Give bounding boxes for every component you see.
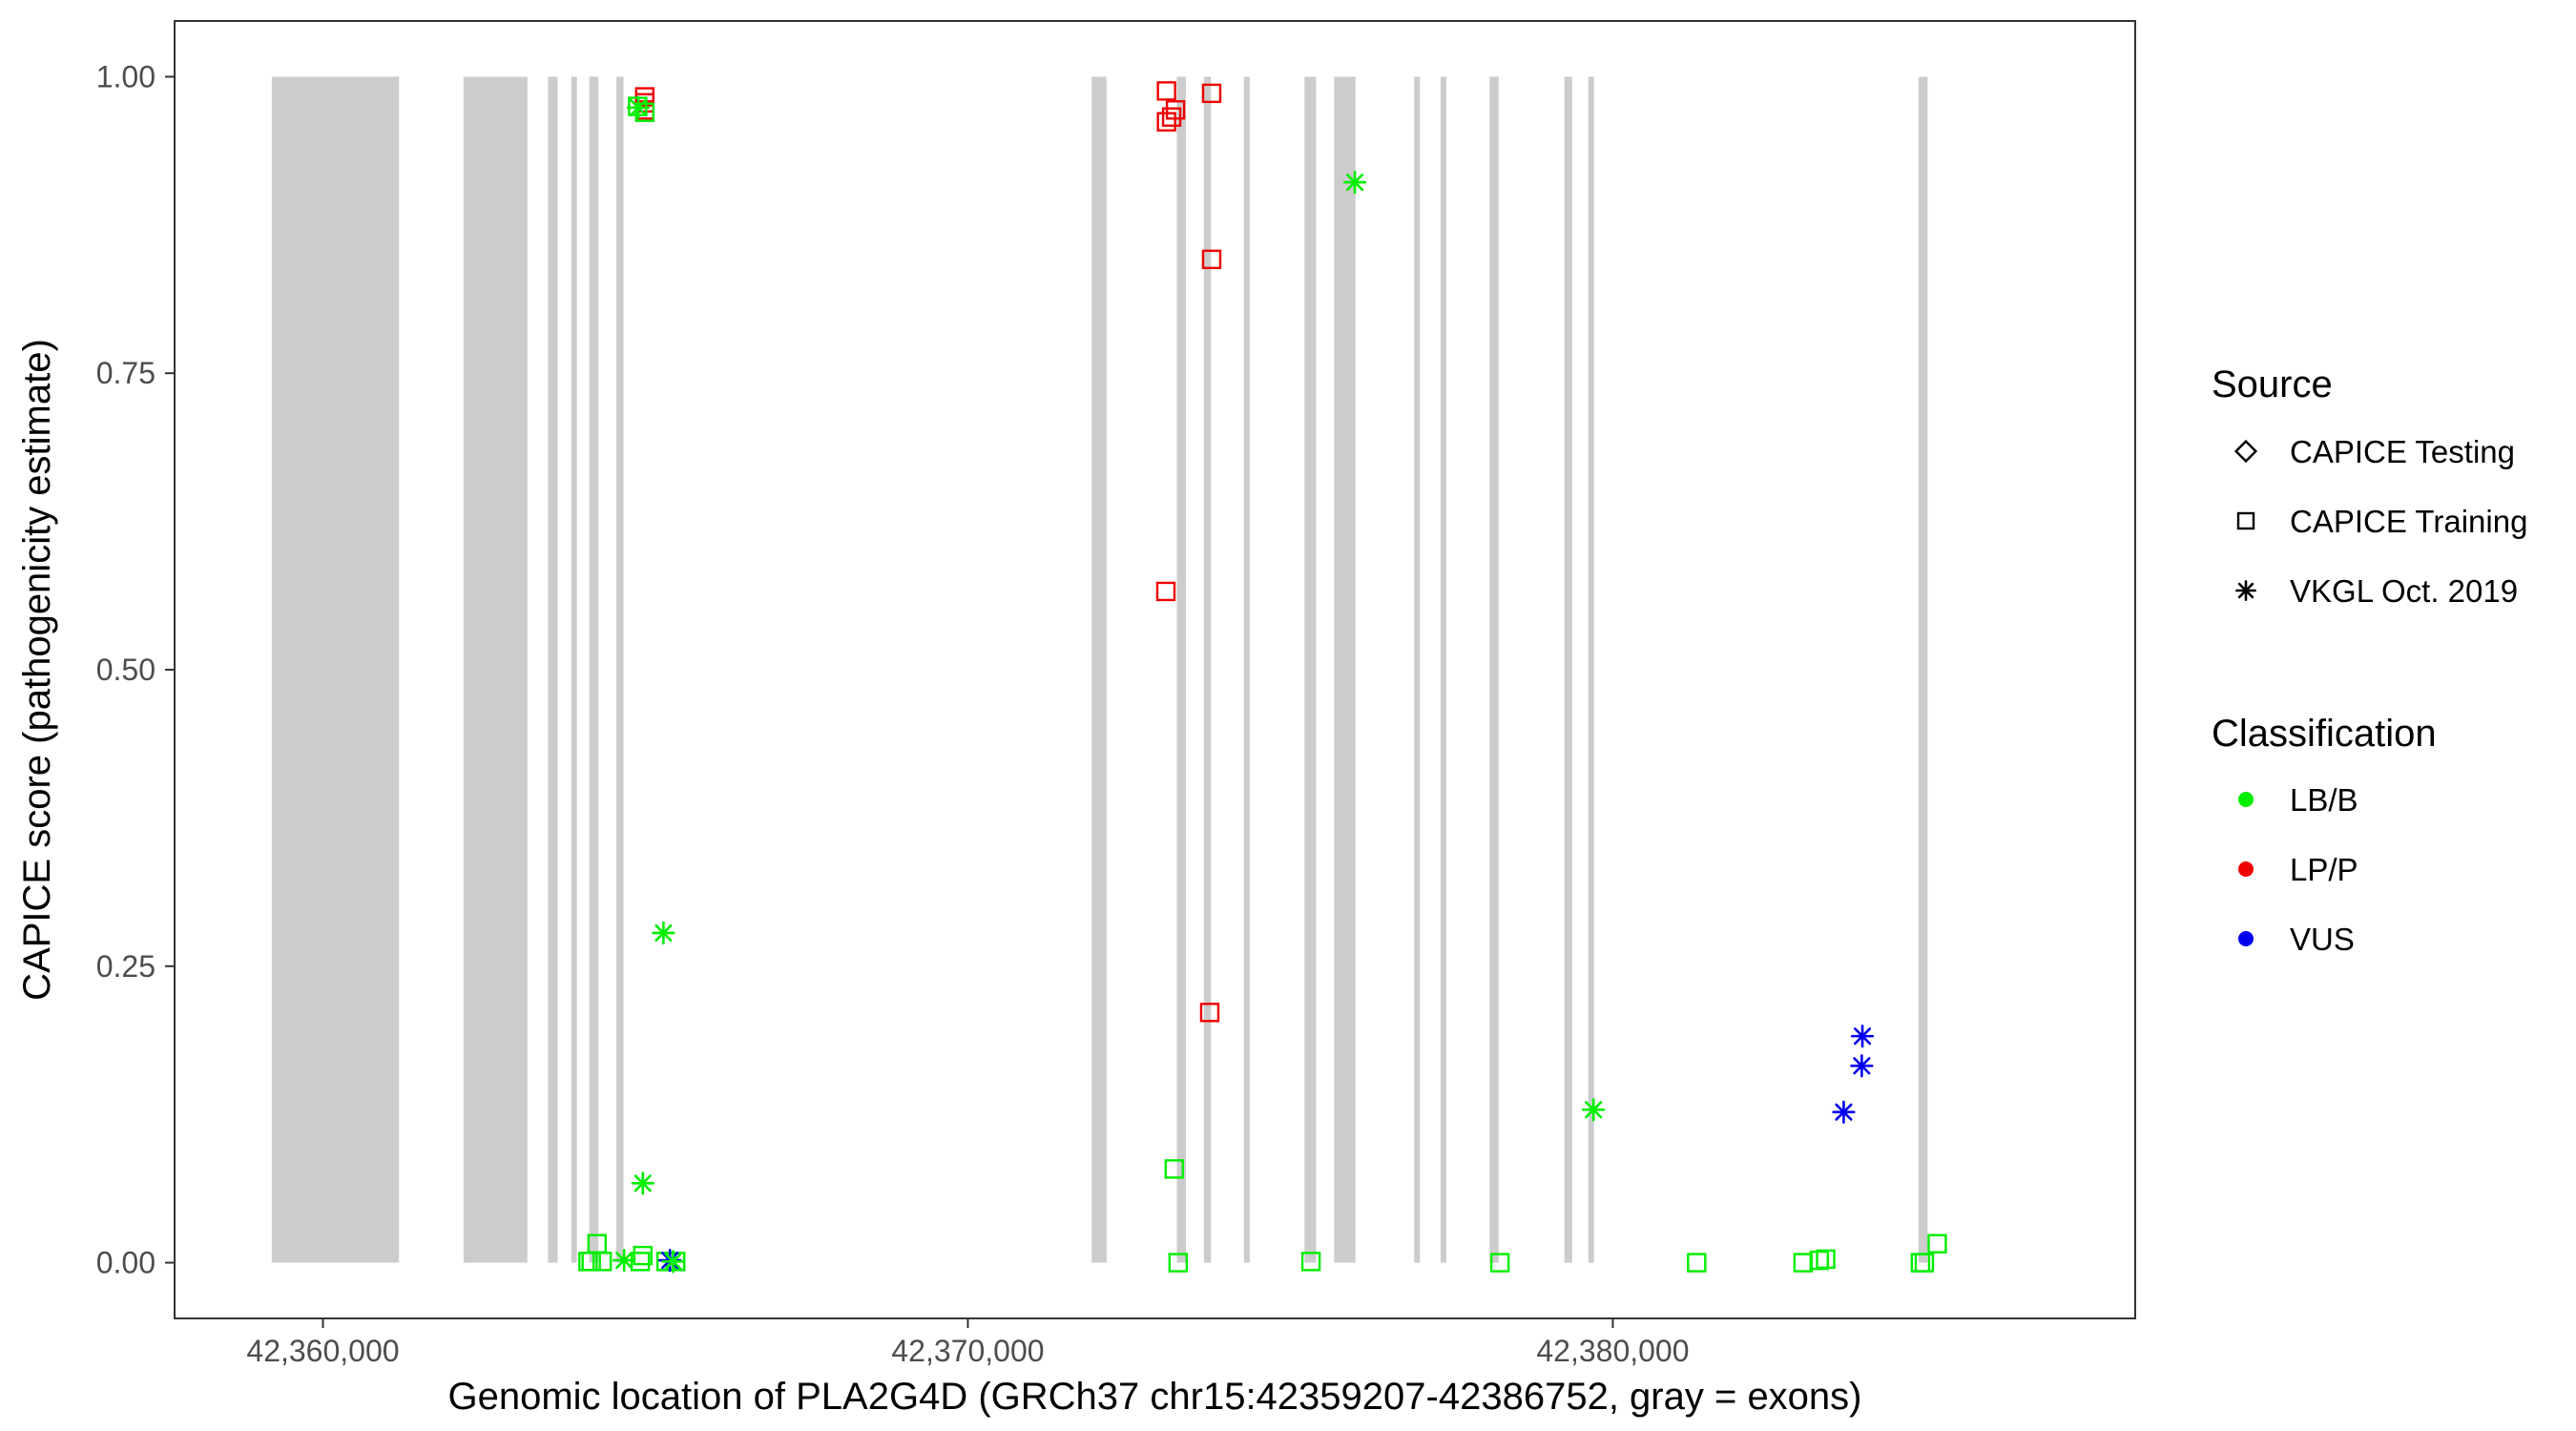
training-point-lb-b xyxy=(1489,1253,1510,1273)
legend-source-label: CAPICE Training xyxy=(2290,504,2527,539)
exon-band xyxy=(1588,76,1594,1263)
y-tick-label: 0.00 xyxy=(96,1246,156,1280)
legend-classification-items: LB/B LP/P VUS xyxy=(2238,782,2358,957)
exon-band xyxy=(1304,76,1317,1263)
vkgl-point-vus xyxy=(1832,1100,1856,1124)
training-point-lb-b xyxy=(1809,1250,1829,1271)
training-point-lb-b xyxy=(1816,1249,1836,1270)
legend-key-asterisk xyxy=(2235,580,2256,601)
training-point-lp-p xyxy=(1199,1003,1220,1023)
exon-band xyxy=(589,76,599,1263)
exon-band xyxy=(1176,76,1186,1263)
training-point-lb-b xyxy=(1164,1159,1184,1179)
training-point-lb-b xyxy=(634,102,654,122)
exon-band xyxy=(1564,76,1572,1263)
legend-source-label: VKGL Oct. 2019 xyxy=(2290,573,2518,609)
training-point-lp-p xyxy=(1155,581,1176,602)
training-point-lp-p xyxy=(1201,249,1222,270)
legend-classification-title: Classification xyxy=(2212,713,2437,755)
x-tick-label: 42,360,000 xyxy=(246,1334,399,1368)
exon-band xyxy=(463,76,528,1263)
y-axis-title: CAPICE score (pathogenicity estimate) xyxy=(16,339,58,1001)
training-point-lp-p xyxy=(1156,81,1176,101)
legend-classification-label: VUS xyxy=(2290,922,2355,957)
training-point-lb-b xyxy=(1914,1253,1935,1273)
exon-band xyxy=(1203,76,1212,1263)
legend-key-dot xyxy=(2238,792,2254,807)
vkgl-point-lb-b xyxy=(661,1250,685,1274)
training-point-lp-p xyxy=(1161,107,1182,127)
legend-key-square xyxy=(2236,511,2255,530)
exon-band xyxy=(1091,76,1107,1263)
training-point-lp-p xyxy=(1201,83,1222,104)
vkgl-point-lb-b xyxy=(613,1248,636,1273)
exon-band xyxy=(1489,76,1499,1263)
point-layer xyxy=(578,81,1947,1274)
legend-source-items: CAPICE Testing CAPICE Training VKGL Oct. 2… xyxy=(2233,434,2527,609)
exon-band xyxy=(571,76,577,1263)
legend-key-dot xyxy=(2238,931,2254,946)
exon-band xyxy=(1243,76,1250,1263)
x-axis-title: Genomic location of PLA2G4D (GRCh37 chr1… xyxy=(447,1376,1861,1418)
legend-source-label: CAPICE Testing xyxy=(2290,434,2515,469)
y-tick-label: 0.50 xyxy=(96,653,156,687)
x-axis: 42,360,000 42,370,000 42,380,000 xyxy=(246,1318,1690,1368)
training-point-lb-b xyxy=(592,1252,613,1272)
y-axis: 0.00 0.25 0.50 0.75 1.00 xyxy=(96,59,175,1280)
legend-source-title: Source xyxy=(2212,363,2333,405)
y-tick-label: 0.75 xyxy=(96,356,156,390)
vkgl-point-lb-b xyxy=(652,921,675,945)
vkgl-point-lb-b xyxy=(631,1172,654,1195)
x-tick-label: 42,370,000 xyxy=(891,1334,1044,1368)
exon-band xyxy=(1334,76,1356,1263)
vkgl-point-vus xyxy=(1850,1054,1874,1078)
exon-band xyxy=(271,76,400,1263)
legend-classification-label: LB/B xyxy=(2290,782,2358,818)
training-point-lp-p xyxy=(1165,100,1186,120)
training-point-lb-b xyxy=(1168,1253,1189,1273)
training-point-lb-b xyxy=(1927,1234,1947,1254)
vkgl-point-vus xyxy=(1850,1025,1875,1048)
exon-band xyxy=(1918,76,1928,1263)
training-point-lb-b xyxy=(1300,1252,1321,1272)
exon-band xyxy=(616,76,624,1263)
exon-band xyxy=(1440,76,1446,1263)
vkgl-point-lb-b xyxy=(1582,1098,1606,1122)
y-tick-label: 1.00 xyxy=(96,59,156,93)
exon-layer xyxy=(271,76,1928,1263)
legend-classification-label: LP/P xyxy=(2290,852,2358,887)
legend-key-dot xyxy=(2238,861,2254,877)
vkgl-point-lb-b xyxy=(626,95,651,119)
exon-band xyxy=(1414,76,1421,1263)
training-point-lb-b xyxy=(1687,1253,1707,1273)
exon-band xyxy=(548,76,558,1263)
x-tick-label: 42,380,000 xyxy=(1536,1334,1689,1368)
training-point-lb-b xyxy=(633,1245,653,1266)
y-tick-label: 0.25 xyxy=(96,949,156,984)
legend-key-diamond xyxy=(2233,439,2258,464)
vkgl-point-lb-b xyxy=(1342,170,1367,195)
training-point-lb-b xyxy=(1793,1253,1814,1273)
legend: Source CAPICE Testing CAPICE Training VKGL… xyxy=(2212,363,2527,957)
